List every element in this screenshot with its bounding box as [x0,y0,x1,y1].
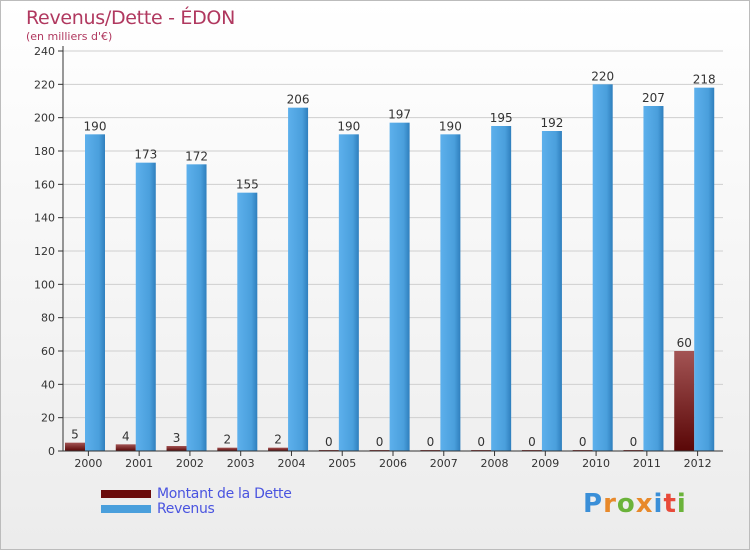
data-label-revenue: 206 [287,93,310,107]
data-label-revenue: 192 [540,116,563,130]
y-tick-label: 200 [34,112,55,125]
data-label-debt: 0 [579,435,587,449]
bar-debt [674,351,695,451]
y-tick-label: 180 [34,145,55,158]
x-tick-label: 2012 [684,457,712,470]
x-tick-label: 2002 [176,457,204,470]
data-label-debt: 0 [376,435,384,449]
bar-revenue [592,84,613,451]
y-tick-label: 80 [41,312,55,325]
bars [65,84,715,452]
data-label-revenue: 190 [337,119,360,133]
logo-letter: o [616,489,636,519]
x-tick-label: 2003 [227,457,255,470]
x-tick-label: 2001 [125,457,153,470]
bar-revenue [694,87,715,452]
data-label-debt: 2 [274,433,282,447]
labels: 0204060801001201401601802002202402000519… [34,45,716,470]
data-label-revenue: 195 [490,111,513,125]
y-tick-label: 220 [34,78,55,91]
x-tick-label: 2011 [633,457,661,470]
bar-revenue [491,126,512,451]
y-tick-label: 60 [41,345,55,358]
data-label-revenue: 190 [84,119,107,133]
data-label-debt: 0 [325,435,333,449]
legend-item-debt: Montant de la Dette [101,486,292,502]
data-label-revenue: 197 [388,108,411,122]
data-label-revenue: 218 [693,73,716,87]
y-tick-label: 40 [41,378,55,391]
bar-revenue [186,164,207,452]
data-label-debt: 0 [477,435,485,449]
bar-debt [268,447,289,451]
bar-debt [115,444,136,451]
chart-subtitle: (en milliers d'€) [26,30,113,43]
data-label-debt: 0 [528,435,536,449]
logo-letter: r [603,489,617,519]
bar-revenue [643,106,664,451]
data-label-debt: 5 [71,428,79,442]
bar-revenue [338,134,359,452]
chart-title: Revenus/Dette - ÉDON [26,7,236,29]
data-label-debt: 3 [173,431,181,445]
data-label-revenue: 172 [185,149,208,163]
bar-revenue [288,107,309,452]
legend-swatch-revenue [101,505,151,513]
x-tick-label: 2007 [430,457,458,470]
data-label-debt: 0 [427,435,435,449]
y-tick-label: 20 [41,412,55,425]
bar-revenue [440,134,461,452]
x-tick-label: 2008 [481,457,509,470]
legend-swatch-debt [101,490,151,498]
data-label-revenue: 155 [236,178,259,192]
data-label-debt: 60 [677,336,692,350]
bar-debt [217,447,238,451]
bar-revenue [85,134,105,452]
bar-revenue [541,131,562,451]
y-tick-label: 100 [34,278,55,291]
data-label-revenue: 220 [591,69,614,83]
axes [58,46,723,456]
bar-revenue [389,122,410,452]
proxiti-logo: Proxiti [583,489,687,519]
data-label-debt: 2 [223,433,231,447]
data-label-revenue: 173 [134,148,157,162]
logo-letter: t [663,489,677,519]
x-tick-label: 2010 [582,457,610,470]
y-tick-label: 160 [34,178,55,191]
y-tick-label: 240 [34,45,55,58]
bar-debt [166,446,187,451]
logo-letter: P [583,489,604,519]
data-label-debt: 4 [122,429,130,443]
legend-label-revenue: Revenus [157,501,215,517]
x-tick-label: 2005 [328,457,356,470]
logo-letter: i [653,489,664,519]
bar-debt [65,442,85,451]
data-label-revenue: 207 [642,91,665,105]
x-tick-label: 2009 [531,457,559,470]
y-tick-label: 140 [34,212,55,225]
grid-lines [63,50,723,419]
logo-letter: x [635,489,654,519]
legend-item-revenue: Revenus [101,501,215,517]
legend-label-debt: Montant de la Dette [157,486,292,502]
x-tick-label: 2006 [379,457,407,470]
data-label-revenue: 190 [439,119,462,133]
data-label-debt: 0 [630,435,638,449]
bar-revenue [135,162,156,451]
bar-revenue [237,192,258,451]
y-tick-label: 0 [48,445,55,458]
x-tick-label: 2004 [277,457,305,470]
y-tick-label: 120 [34,245,55,258]
logo-letter: i [676,489,687,519]
x-tick-label: 2000 [74,457,102,470]
